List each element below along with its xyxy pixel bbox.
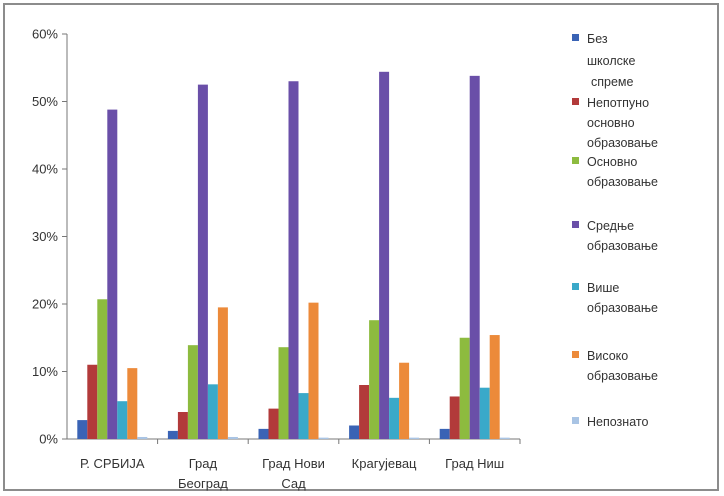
x-category-label: Крагујевац	[352, 456, 417, 471]
legend-label: спреме	[591, 75, 634, 89]
bar	[359, 385, 370, 439]
bar	[389, 397, 400, 439]
legend-label: образовање	[587, 239, 658, 253]
bar	[459, 337, 470, 439]
legend-label: Средње	[587, 219, 634, 233]
y-tick-label: 10%	[32, 364, 58, 379]
legend-label: образовање	[587, 369, 658, 383]
bar	[107, 109, 118, 439]
legend-swatch	[572, 351, 579, 358]
legend-label: Високо	[587, 349, 628, 363]
legend: Без школске спреме Непотпуно основно образова…	[572, 32, 658, 429]
bar	[97, 299, 108, 439]
legend-swatch	[572, 98, 579, 105]
legend-swatch	[572, 157, 579, 164]
legend-label: образовање	[587, 301, 658, 315]
x-category-label: Град Нови	[262, 456, 325, 471]
bar	[379, 71, 390, 440]
bar	[349, 425, 360, 439]
bar	[227, 436, 238, 439]
x-category-label: Р. СРБИЈА	[80, 456, 145, 471]
bar	[77, 420, 88, 439]
bar	[399, 362, 410, 439]
legend-label: Непознато	[587, 415, 648, 429]
chart-frame: 0% 10% 20% 30% 40% 50% 60% Р. СРБИЈА Град Београ…	[3, 3, 719, 491]
bar	[278, 347, 289, 439]
legend-label: основно	[587, 116, 635, 130]
bar	[268, 408, 279, 439]
bar	[197, 84, 208, 439]
x-category-label: Град	[189, 456, 218, 471]
bar	[308, 302, 319, 439]
bar	[318, 437, 329, 439]
y-tick-label: 60%	[32, 27, 58, 42]
bar	[207, 384, 218, 439]
bar	[177, 412, 188, 439]
bar	[479, 387, 490, 439]
y-tick-label: 40%	[32, 162, 58, 177]
bar	[187, 345, 198, 439]
bars	[77, 71, 521, 444]
legend-label: Више	[587, 281, 619, 295]
legend-label: Без	[587, 32, 608, 46]
bar	[439, 428, 450, 439]
bar	[217, 307, 228, 439]
y-tick-label: 30%	[32, 229, 58, 244]
bar-chart: 0% 10% 20% 30% 40% 50% 60% Р. СРБИЈА Град Београ…	[32, 27, 658, 492]
legend-swatch	[572, 221, 579, 228]
bar	[167, 430, 178, 439]
bar	[298, 393, 309, 439]
x-category-label: Београд	[178, 476, 228, 491]
bar	[137, 436, 148, 439]
bar	[369, 320, 380, 439]
legend-label: школске	[587, 54, 635, 68]
bar	[87, 364, 98, 439]
bar	[288, 81, 299, 439]
y-tick-label: 0%	[39, 432, 58, 447]
y-tick-label: 50%	[32, 94, 58, 109]
legend-label: образовање	[587, 175, 658, 189]
legend-label: образовање	[587, 136, 658, 150]
bar	[258, 428, 269, 439]
y-axis-ticks: 0% 10% 20% 30% 40% 50% 60%	[32, 27, 67, 447]
bar	[489, 335, 500, 439]
legend-label: Непотпуно	[587, 96, 649, 110]
legend-swatch	[572, 417, 579, 424]
x-axis-labels: Р. СРБИЈА Град Београд Град Нови Сад Крагујев…	[80, 456, 504, 491]
bar	[127, 368, 138, 439]
x-category-label: Сад	[281, 476, 306, 491]
legend-swatch	[572, 283, 579, 290]
bar	[449, 396, 460, 439]
legend-swatch	[572, 34, 579, 41]
bar	[499, 437, 510, 439]
bar	[117, 401, 128, 439]
bar	[469, 75, 480, 439]
bar	[409, 437, 420, 439]
legend-label: Основно	[587, 155, 637, 169]
y-tick-label: 20%	[32, 297, 58, 312]
x-category-label: Град Ниш	[445, 456, 504, 471]
